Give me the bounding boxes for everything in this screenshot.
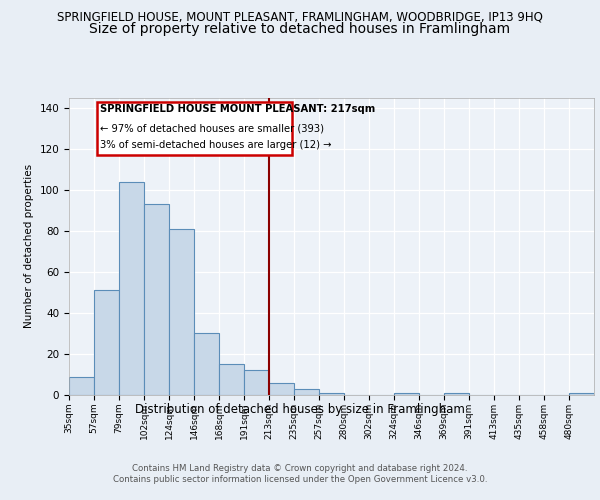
Bar	[294, 389, 319, 395]
Text: 3% of semi-detached houses are larger (12) →: 3% of semi-detached houses are larger (1…	[100, 140, 332, 149]
Text: ← 97% of detached houses are smaller (393): ← 97% of detached houses are smaller (39…	[100, 123, 324, 133]
Bar	[94, 290, 119, 395]
Bar	[394, 393, 419, 395]
Bar	[444, 393, 469, 395]
Text: Distribution of detached houses by size in Framlingham: Distribution of detached houses by size …	[135, 402, 465, 415]
Text: SPRINGFIELD HOUSE MOUNT PLEASANT: 217sqm: SPRINGFIELD HOUSE MOUNT PLEASANT: 217sqm	[100, 104, 376, 114]
Bar	[569, 393, 594, 395]
Text: SPRINGFIELD HOUSE, MOUNT PLEASANT, FRAMLINGHAM, WOODBRIDGE, IP13 9HQ: SPRINGFIELD HOUSE, MOUNT PLEASANT, FRAML…	[57, 11, 543, 24]
Bar	[194, 334, 219, 395]
Y-axis label: Number of detached properties: Number of detached properties	[24, 164, 34, 328]
Bar	[319, 393, 344, 395]
Bar	[244, 370, 269, 395]
Bar	[69, 376, 94, 395]
Text: Size of property relative to detached houses in Framlingham: Size of property relative to detached ho…	[89, 22, 511, 36]
Bar	[119, 182, 144, 395]
Text: Contains HM Land Registry data © Crown copyright and database right 2024.: Contains HM Land Registry data © Crown c…	[132, 464, 468, 473]
Bar	[269, 382, 294, 395]
Bar	[169, 229, 194, 395]
Bar	[219, 364, 244, 395]
Bar	[144, 204, 169, 395]
Text: Contains public sector information licensed under the Open Government Licence v3: Contains public sector information licen…	[113, 475, 487, 484]
FancyBboxPatch shape	[97, 102, 292, 155]
